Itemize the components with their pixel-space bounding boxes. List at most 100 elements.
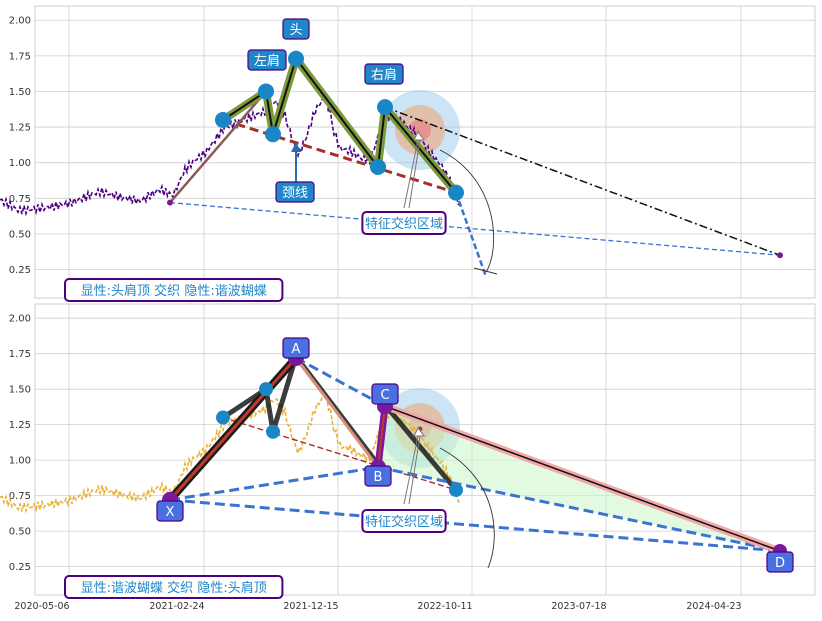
x-tick-label: 2024-04-23 bbox=[686, 601, 741, 612]
top-price-series bbox=[0, 95, 461, 217]
label-point-C: C bbox=[371, 383, 399, 405]
label-point-A-box bbox=[282, 337, 310, 359]
label-point-D-box bbox=[766, 551, 794, 573]
label-right-shoulder: 右肩 bbox=[364, 63, 404, 85]
x-tick-label: 2021-12-15 bbox=[283, 601, 338, 612]
top-neckline bbox=[222, 118, 457, 195]
label-point-B: B bbox=[364, 465, 392, 487]
top-panel-caption: 显性:头肩顶 交织 隐性:谐波蝴蝶 bbox=[64, 278, 284, 302]
label-left-shoulder-text: 左肩 bbox=[254, 53, 280, 69]
top-dashdot-guide bbox=[384, 106, 781, 256]
top-zone-caption-text: 特征交织区域 bbox=[365, 216, 443, 232]
bottom-curve-arrow bbox=[439, 447, 495, 569]
bottom-hs-node bbox=[266, 424, 280, 439]
bottom-hs-node bbox=[259, 382, 273, 397]
label-head-text: 头 bbox=[289, 23, 302, 38]
top-projection bbox=[454, 192, 488, 278]
top-pattern-node bbox=[167, 199, 173, 206]
y-tick-label: 1.50 bbox=[9, 385, 31, 396]
label-point-A-text: A bbox=[292, 342, 301, 357]
label-point-X: X bbox=[156, 500, 184, 522]
y-tick-label: 0.25 bbox=[9, 562, 31, 573]
top-panel-caption-text: 显性:头肩顶 交织 隐性:谐波蝴蝶 bbox=[81, 283, 267, 299]
bottom-panel-caption: 显性:谐波蝴蝶 交织 隐性:头肩顶 bbox=[64, 575, 284, 599]
x-tick-label: 2020-05-06 bbox=[14, 601, 69, 612]
label-point-X-text: X bbox=[166, 505, 175, 520]
bottom-leg-AC bbox=[295, 356, 386, 408]
top-pattern-node bbox=[370, 158, 386, 175]
label-right-shoulder-box bbox=[364, 63, 404, 85]
top-pattern-node bbox=[448, 184, 464, 201]
y-tick-label: 0.25 bbox=[9, 265, 31, 276]
label-right-shoulder-text: 右肩 bbox=[371, 67, 397, 83]
top-blue-guide bbox=[169, 201, 781, 256]
y-tick-label: 1.25 bbox=[9, 123, 31, 134]
bottom-hs-node bbox=[449, 482, 463, 497]
top-pattern-node bbox=[258, 83, 274, 100]
y-tick-label: 1.25 bbox=[9, 420, 31, 431]
top-zone-arrow bbox=[403, 139, 421, 209]
bottom-ab-leg bbox=[294, 357, 380, 469]
label-neckline-box bbox=[275, 181, 315, 203]
bottom-leg-XB bbox=[169, 465, 379, 502]
bottom-panel-caption-text: 显性:谐波蝴蝶 交织 隐性:头肩顶 bbox=[81, 580, 267, 596]
bottom-cd-inner bbox=[384, 405, 781, 552]
top-pattern-node bbox=[215, 111, 231, 128]
label-point-X-box bbox=[156, 500, 184, 522]
y-tick-label: 1.50 bbox=[9, 87, 31, 98]
label-neckline: 颈线 bbox=[275, 181, 315, 203]
top-zone-caption-box bbox=[361, 211, 447, 235]
top-pattern-node bbox=[265, 126, 281, 143]
bottom-xa-inner bbox=[168, 356, 298, 501]
top-zone-caption: 特征交织区域 bbox=[361, 211, 447, 235]
y-tick-label: 1.00 bbox=[9, 456, 31, 467]
x-tick-label: 2022-10-11 bbox=[417, 601, 472, 612]
label-point-B-box bbox=[364, 465, 392, 487]
y-tick-label: 1.00 bbox=[9, 158, 31, 169]
top-bracket bbox=[473, 267, 498, 275]
bottom-panel-caption-box bbox=[64, 575, 284, 599]
top-pattern-node bbox=[288, 50, 304, 67]
bottom-leg-BD bbox=[377, 465, 781, 553]
label-head: 头 bbox=[282, 18, 310, 40]
bottom-zone-arrow bbox=[403, 435, 421, 505]
label-neckline-text: 颈线 bbox=[282, 186, 308, 201]
y-tick-label: 0.75 bbox=[9, 491, 31, 502]
top-pattern-node bbox=[377, 99, 393, 116]
y-tick-label: 0.75 bbox=[9, 194, 31, 205]
bottom-zone-caption: 特征交织区域 bbox=[361, 509, 447, 533]
bottom-bc-inner bbox=[377, 406, 386, 468]
bottom-zone-caption-text: 特征交织区域 bbox=[365, 514, 443, 530]
label-point-D: D bbox=[766, 551, 794, 573]
bottom-zone-arrowhead bbox=[413, 427, 425, 437]
y-tick-label: 1.75 bbox=[9, 51, 31, 62]
top-left-leg bbox=[169, 90, 267, 204]
y-tick-label: 0.50 bbox=[9, 229, 31, 240]
label-point-C-box bbox=[371, 383, 399, 405]
label-point-C-text: C bbox=[380, 388, 389, 403]
top-interleave-zone-inner bbox=[409, 119, 431, 141]
label-left-shoulder-box bbox=[247, 49, 287, 71]
bottom-neckline bbox=[222, 416, 457, 491]
bottom-leg-XD bbox=[169, 498, 781, 553]
label-left-shoulder: 左肩 bbox=[247, 49, 287, 71]
bottom-zone-caption-box bbox=[361, 509, 447, 533]
y-tick-label: 2.00 bbox=[9, 16, 31, 27]
top-end-node bbox=[777, 252, 783, 259]
label-head-box bbox=[282, 18, 310, 40]
y-tick-label: 2.00 bbox=[9, 314, 31, 325]
y-tick-label: 0.50 bbox=[9, 527, 31, 538]
x-tick-label: 2023-07-18 bbox=[551, 601, 606, 612]
label-point-A: A bbox=[282, 337, 310, 359]
top-curve-arrow bbox=[439, 149, 495, 273]
top-zone-arrowhead bbox=[413, 131, 425, 141]
top-panel-caption-box bbox=[64, 278, 284, 302]
label-point-D-text: D bbox=[775, 556, 785, 571]
label-point-B-text: B bbox=[374, 470, 383, 485]
x-tick-label: 2021-02-24 bbox=[149, 601, 204, 612]
y-tick-label: 1.75 bbox=[9, 349, 31, 360]
neckline-arrowhead bbox=[291, 142, 301, 152]
bottom-hs-node bbox=[216, 410, 230, 425]
